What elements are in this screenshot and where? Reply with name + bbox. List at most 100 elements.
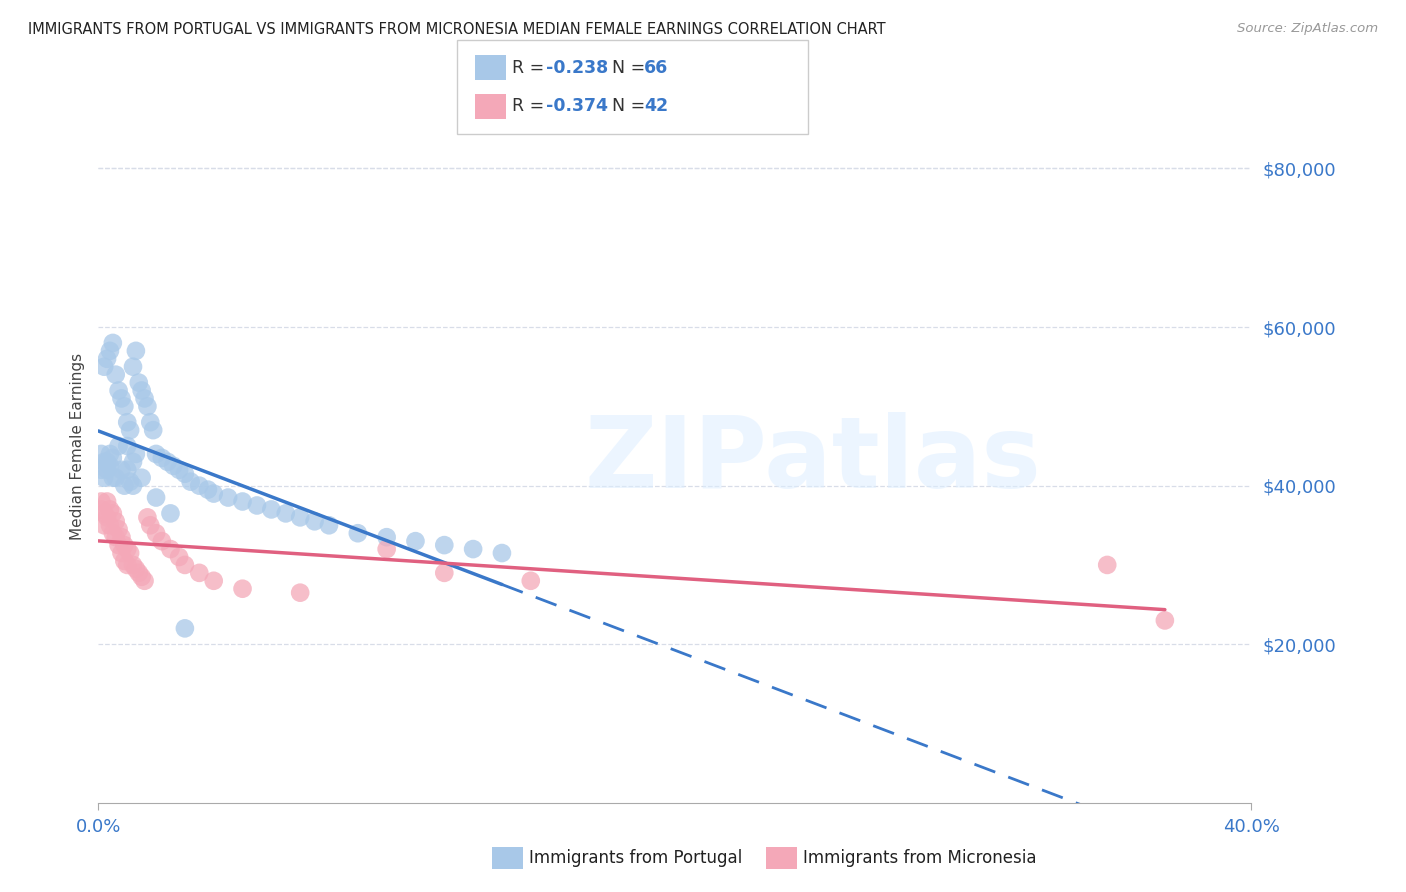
Point (112, 554, 135, 568)
Point (107, 384, 129, 398)
Point (433, 566, 456, 580)
Point (125, 343, 148, 358)
Point (101, 335, 124, 350)
Point (96, 455, 118, 469)
Point (142, 423, 165, 437)
Text: Immigrants from Micronesia: Immigrants from Micronesia (803, 849, 1036, 867)
Point (375, 530, 398, 544)
Point (117, 463, 139, 477)
Point (246, 499, 269, 513)
Point (101, 471, 124, 485)
Point (202, 574, 225, 588)
Point (346, 526, 368, 541)
Point (112, 538, 135, 552)
Point (90, 494, 112, 508)
Point (131, 471, 153, 485)
Text: R =: R = (512, 59, 550, 77)
Point (101, 507, 124, 521)
Point (122, 478, 145, 492)
Point (120, 475, 142, 489)
Point (150, 534, 173, 549)
Point (274, 507, 297, 521)
Text: 42: 42 (644, 97, 668, 115)
Text: N =: N = (612, 59, 651, 77)
Point (90, 502, 112, 516)
Point (461, 542, 484, 557)
Point (159, 542, 181, 557)
Point (128, 376, 150, 390)
Point (150, 450, 173, 465)
Text: -0.238: -0.238 (546, 59, 607, 77)
Text: N =: N = (612, 97, 651, 115)
Point (93, 455, 115, 469)
Point (433, 538, 456, 552)
Point (93, 507, 115, 521)
Text: Immigrants from Portugal: Immigrants from Portugal (529, 849, 742, 867)
Text: 66: 66 (644, 59, 668, 77)
Point (167, 549, 190, 564)
Point (174, 467, 197, 481)
Text: Source: ZipAtlas.com: Source: ZipAtlas.com (1237, 22, 1378, 36)
Point (117, 542, 139, 557)
Point (125, 562, 148, 576)
Point (202, 486, 225, 500)
Point (375, 542, 398, 557)
Text: ZIPatlas: ZIPatlas (585, 412, 1042, 508)
Point (96, 351, 118, 366)
Point (107, 439, 129, 453)
Point (101, 526, 124, 541)
Point (107, 538, 129, 552)
Point (96, 463, 118, 477)
Point (405, 534, 427, 549)
Point (112, 478, 135, 492)
Point (139, 518, 162, 533)
Point (117, 439, 139, 453)
Point (145, 526, 167, 541)
Point (217, 491, 239, 505)
Point (122, 359, 145, 374)
Point (145, 447, 167, 461)
Point (110, 463, 132, 477)
Point (1154, 614, 1177, 628)
Point (231, 494, 254, 508)
Point (104, 471, 127, 485)
Text: IMMIGRANTS FROM PORTUGAL VS IMMIGRANTS FROM MICRONESIA MEDIAN FEMALE EARNINGS CO: IMMIGRANTS FROM PORTUGAL VS IMMIGRANTS F… (28, 22, 886, 37)
Point (174, 558, 197, 572)
Point (104, 530, 127, 544)
Point (98, 447, 121, 461)
Point (139, 415, 162, 429)
Point (131, 570, 153, 584)
Point (136, 510, 159, 524)
Point (110, 530, 132, 544)
Point (197, 483, 219, 497)
Point (167, 463, 190, 477)
Y-axis label: Median Female Earnings: Median Female Earnings (69, 352, 84, 540)
Point (290, 585, 312, 599)
Point (145, 491, 167, 505)
Point (90, 447, 112, 461)
Point (159, 507, 181, 521)
Point (162, 458, 184, 473)
Point (156, 455, 179, 469)
Point (93, 359, 115, 374)
Point (180, 475, 202, 489)
Point (134, 392, 156, 406)
Point (96, 494, 118, 508)
Point (174, 621, 197, 635)
Point (136, 400, 159, 414)
Point (122, 558, 145, 572)
Point (107, 522, 129, 536)
Point (98, 343, 121, 358)
Point (304, 514, 326, 528)
Point (120, 546, 142, 560)
Point (260, 502, 283, 516)
Point (188, 478, 211, 492)
Point (93, 518, 115, 533)
Point (290, 510, 312, 524)
Point (104, 514, 127, 528)
Point (188, 566, 211, 580)
Point (520, 574, 543, 588)
Point (98, 502, 121, 516)
Point (98, 458, 121, 473)
Point (104, 368, 127, 382)
